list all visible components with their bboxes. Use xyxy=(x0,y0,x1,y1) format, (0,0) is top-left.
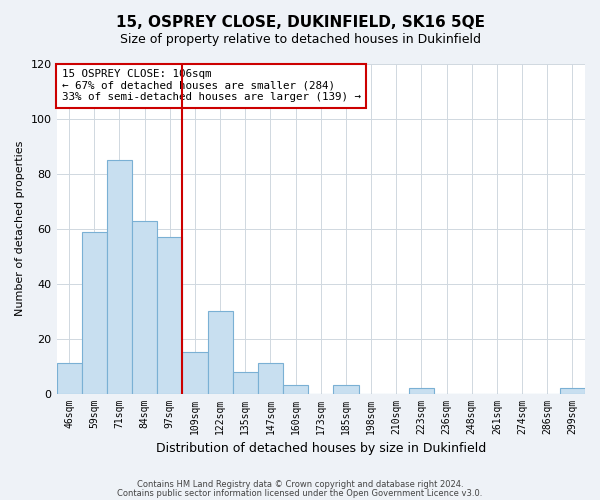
Bar xyxy=(409,388,434,394)
Bar xyxy=(132,220,157,394)
Text: Size of property relative to detached houses in Dukinfield: Size of property relative to detached ho… xyxy=(119,32,481,46)
Bar xyxy=(157,237,182,394)
Text: 15, OSPREY CLOSE, DUKINFIELD, SK16 5QE: 15, OSPREY CLOSE, DUKINFIELD, SK16 5QE xyxy=(115,15,485,30)
Bar xyxy=(208,311,233,394)
Bar xyxy=(107,160,132,394)
Y-axis label: Number of detached properties: Number of detached properties xyxy=(15,141,25,316)
Text: Contains public sector information licensed under the Open Government Licence v3: Contains public sector information licen… xyxy=(118,489,482,498)
Bar xyxy=(182,352,208,394)
Bar xyxy=(82,232,107,394)
Text: 15 OSPREY CLOSE: 106sqm
← 67% of detached houses are smaller (284)
33% of semi-d: 15 OSPREY CLOSE: 106sqm ← 67% of detache… xyxy=(62,69,361,102)
Text: Contains HM Land Registry data © Crown copyright and database right 2024.: Contains HM Land Registry data © Crown c… xyxy=(137,480,463,489)
Bar xyxy=(56,364,82,394)
Bar xyxy=(334,386,359,394)
X-axis label: Distribution of detached houses by size in Dukinfield: Distribution of detached houses by size … xyxy=(155,442,486,455)
Bar xyxy=(283,386,308,394)
Bar xyxy=(560,388,585,394)
Bar xyxy=(233,372,258,394)
Bar xyxy=(258,364,283,394)
